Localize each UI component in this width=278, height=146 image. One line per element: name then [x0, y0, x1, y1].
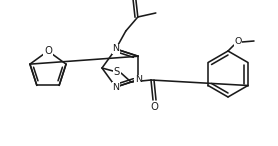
Text: N: N — [135, 75, 142, 84]
Text: O: O — [44, 46, 52, 56]
Text: O: O — [234, 38, 242, 46]
Text: N: N — [112, 82, 119, 92]
Text: N: N — [112, 45, 119, 53]
Text: S: S — [114, 67, 120, 77]
Text: O: O — [150, 102, 158, 112]
